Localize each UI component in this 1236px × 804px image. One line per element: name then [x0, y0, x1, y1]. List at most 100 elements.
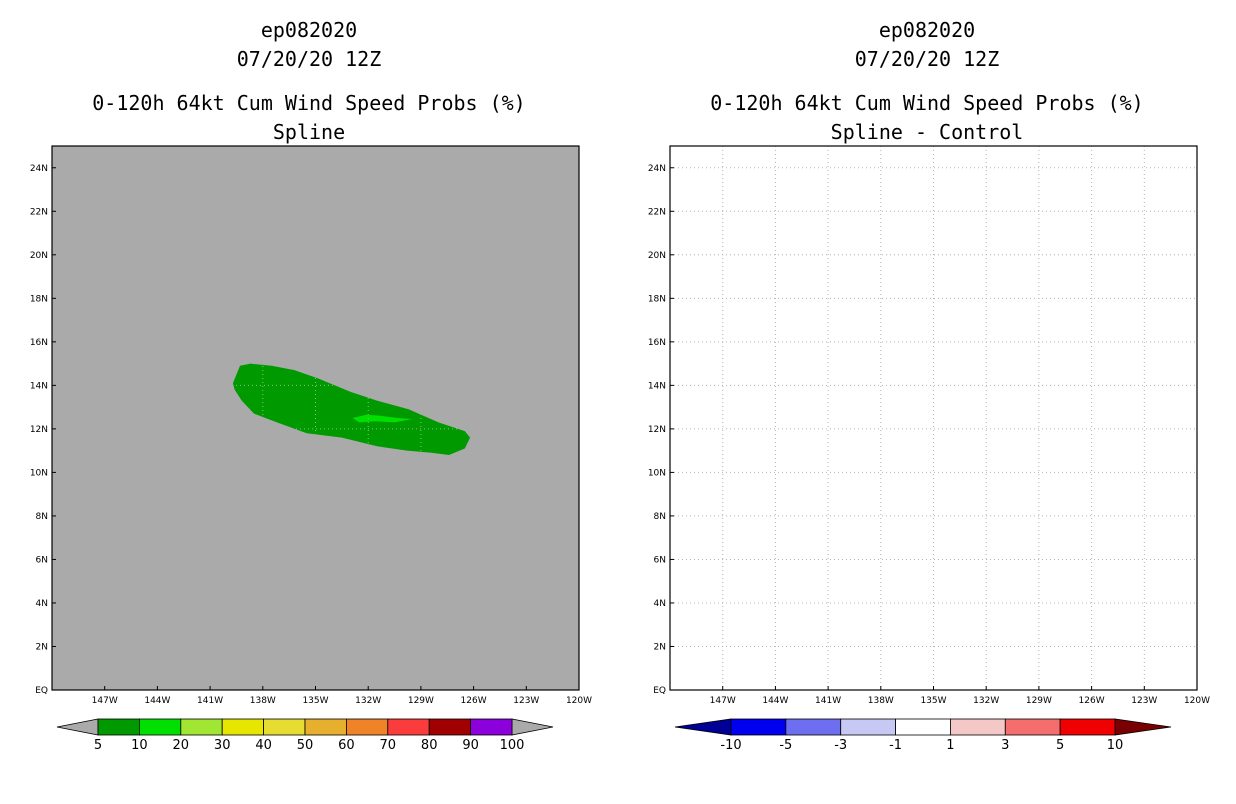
colorbar-swatch	[180, 718, 223, 736]
left-datetime: 07/20/20 12Z	[237, 47, 382, 71]
colorbar-level-label: 5	[1056, 738, 1064, 753]
left-chart-subtitle: Spline	[273, 120, 345, 144]
x-tick-label: 141W	[815, 696, 841, 706]
y-tick-label: 8N	[36, 512, 48, 522]
x-tick-label: 120W	[1184, 696, 1210, 706]
y-tick-label: 16N	[648, 338, 666, 348]
y-tick-label: 14N	[648, 381, 666, 391]
x-tick-label: 135W	[920, 696, 946, 706]
x-tick-label: 144W	[144, 696, 170, 706]
colorbar-swatch	[730, 718, 787, 736]
colorbar-level-label: 1	[946, 738, 954, 753]
colorbar-level-label: 20	[173, 738, 190, 753]
colorbar-swatch	[221, 718, 264, 736]
colorbar-swatch	[345, 718, 389, 736]
left-storm-id: ep082020	[261, 18, 357, 42]
colorbar-swatch	[1059, 718, 1116, 736]
right-chart-title: 0-120h 64kt Cum Wind Speed Probs (%)	[710, 91, 1143, 115]
x-tick-label: 147W	[92, 696, 118, 706]
x-tick-label: 132W	[973, 696, 999, 706]
colorbar-swatch	[950, 718, 1006, 736]
y-tick-label: 12N	[648, 425, 666, 435]
colorbar-level-label: 30	[214, 738, 231, 753]
right-colorbar: -10 -5 -3 -1 1 3 5 10	[674, 718, 1172, 753]
x-tick-label: 138W	[868, 696, 894, 706]
colorbar-low-arrow	[674, 718, 732, 736]
y-tick-label: 12N	[30, 425, 48, 435]
y-tick-label: 4N	[36, 599, 48, 609]
y-tick-label: 24N	[648, 164, 666, 174]
y-tick-label: 10N	[30, 468, 48, 478]
x-tick-label: 123W	[513, 696, 539, 706]
left-map-panel: 147W 144W 141W 138W 135W 132W 129W 126W 123W 120W…	[30, 145, 592, 706]
colorbar-swatch	[304, 718, 347, 736]
right-map-panel: 147W 144W 141W 138W 135W 132W 129W 126W 123W 120W…	[648, 145, 1210, 706]
y-tick-label: 22N	[648, 207, 666, 217]
y-tick-label: 14N	[30, 381, 48, 391]
colorbar-swatch	[895, 718, 951, 736]
x-tick-label: 138W	[250, 696, 276, 706]
colorbar-low-arrow	[56, 718, 99, 736]
colorbar-level-label: 50	[297, 738, 314, 753]
y-tick-label: 16N	[30, 338, 48, 348]
x-tick-label: 126W	[1079, 696, 1105, 706]
y-tick-label: EQ	[653, 686, 666, 696]
colorbar-high-arrow	[1114, 718, 1172, 736]
colorbar-swatch	[785, 718, 842, 736]
colorbar-level-label: -5	[779, 738, 792, 753]
left-chart-title: 0-120h 64kt Cum Wind Speed Probs (%)	[92, 91, 525, 115]
colorbar-level-label: -10	[720, 738, 741, 753]
y-tick-label: EQ	[35, 686, 48, 696]
x-tick-label: 126W	[461, 696, 487, 706]
colorbar-level-label: -1	[889, 738, 902, 753]
colorbar-swatch	[428, 718, 472, 736]
colorbar-level-label: 90	[462, 738, 479, 753]
colorbar-swatch	[263, 718, 306, 736]
prob-region-10-20	[352, 414, 413, 423]
right-chart-subtitle: Spline - Control	[831, 120, 1024, 144]
y-tick-label: 4N	[654, 599, 666, 609]
colorbar-swatch	[387, 718, 430, 736]
y-tick-label: 8N	[654, 512, 666, 522]
colorbar-swatch	[138, 718, 182, 736]
colorbar-level-label: 60	[338, 738, 355, 753]
colorbar-level-label: 10	[131, 738, 148, 753]
colorbar-level-label: -3	[834, 738, 847, 753]
colorbar-level-label: 10	[1107, 738, 1124, 753]
y-tick-label: 6N	[654, 555, 666, 565]
x-tick-label: 144W	[762, 696, 788, 706]
colorbar-level-label: 3	[1001, 738, 1009, 753]
y-tick-label: 18N	[648, 294, 666, 304]
x-tick-label: 129W	[408, 696, 434, 706]
y-tick-label: 20N	[30, 251, 48, 261]
right-storm-id: ep082020	[879, 18, 975, 42]
x-tick-label: 135W	[302, 696, 328, 706]
colorbar-level-label: 80	[421, 738, 438, 753]
colorbar-level-label: 100	[500, 738, 525, 753]
y-tick-label: 22N	[30, 207, 48, 217]
x-tick-label: 141W	[197, 696, 223, 706]
y-tick-label: 10N	[648, 468, 666, 478]
colorbar-swatch	[97, 718, 140, 736]
colorbar-level-label: 40	[255, 738, 272, 753]
y-tick-label: 18N	[30, 294, 48, 304]
x-tick-label: 129W	[1026, 696, 1052, 706]
colorbar-swatch	[470, 718, 513, 736]
right-datetime: 07/20/20 12Z	[855, 47, 1000, 71]
x-tick-label: 132W	[355, 696, 381, 706]
colorbar-swatch	[840, 718, 896, 736]
y-tick-label: 6N	[36, 555, 48, 565]
x-tick-label: 123W	[1131, 696, 1157, 706]
y-tick-label: 20N	[648, 251, 666, 261]
colorbar-level-label: 70	[380, 738, 397, 753]
left-colorbar: 5 10 20 30 40 50 60 70 80 90 100	[56, 718, 554, 753]
colorbar-high-arrow	[511, 718, 554, 736]
colorbar-swatch	[1004, 718, 1061, 736]
x-tick-label: 147W	[710, 696, 736, 706]
y-tick-label: 24N	[30, 164, 48, 174]
prob-region-5-10	[232, 363, 471, 455]
x-tick-label: 120W	[566, 696, 592, 706]
colorbar-level-label: 5	[94, 738, 102, 753]
